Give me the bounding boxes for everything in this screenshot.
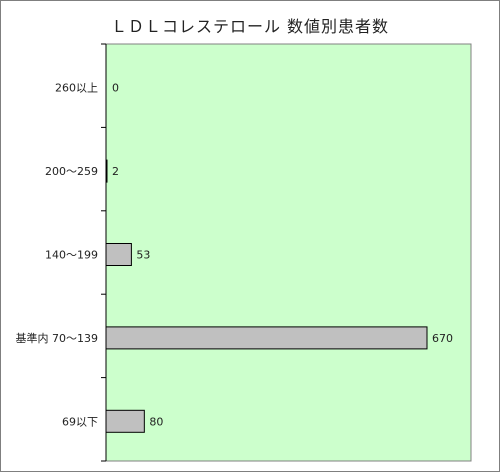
data-label: 80 bbox=[149, 415, 163, 428]
data-label: 670 bbox=[432, 332, 453, 345]
category-label: 基準内 70～139 bbox=[16, 331, 99, 345]
category-label: 200～259 bbox=[45, 165, 98, 178]
bar bbox=[105, 159, 108, 183]
bar bbox=[105, 243, 132, 266]
category-label: 69以下 bbox=[62, 415, 98, 428]
data-label: 0 bbox=[112, 82, 119, 95]
data-label: 53 bbox=[136, 249, 150, 262]
bar bbox=[105, 326, 428, 350]
category-label: 140～199 bbox=[45, 249, 98, 262]
chart-title: ＬＤＬコレステロール 数値別患者数 bbox=[110, 17, 390, 36]
bar bbox=[105, 409, 145, 433]
plot-area bbox=[105, 43, 472, 462]
data-label: 2 bbox=[112, 165, 119, 178]
category-label: 260以上 bbox=[55, 82, 98, 95]
